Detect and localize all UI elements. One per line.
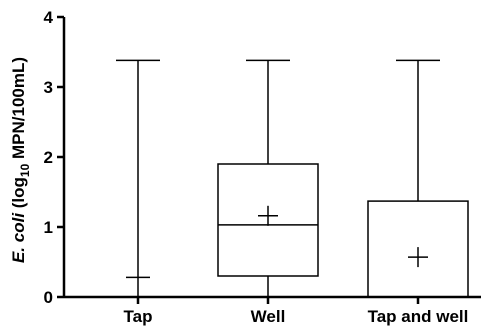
y-tick-label: 2 <box>44 148 53 167</box>
y-tick-label: 3 <box>44 78 53 97</box>
x-tick-label: Well <box>251 307 286 326</box>
box-well <box>217 59 319 298</box>
y-tick-label: 1 <box>44 218 53 237</box>
y-axis-title-italic: E. coli <box>9 212 28 263</box>
box-series <box>116 59 469 298</box>
box-tap-and-well <box>367 59 469 298</box>
box-tap <box>116 59 160 297</box>
x-axis: Tap Well Tap and well <box>64 295 481 326</box>
y-axis-title: E. coli (log10 MPN/100mL) <box>9 57 32 263</box>
y-axis-title-pre: (log <box>9 177 28 213</box>
y-tick-label: 0 <box>44 288 53 307</box>
x-tick-label: Tap and well <box>368 307 469 326</box>
y-axis-title-sub: 10 <box>18 163 32 177</box>
y-axis: 0 1 2 3 4 <box>44 8 66 307</box>
y-axis-title-post: MPN/100mL) <box>9 57 28 164</box>
y-tick-label: 4 <box>44 8 54 27</box>
x-tick-label: Tap <box>124 307 153 326</box>
